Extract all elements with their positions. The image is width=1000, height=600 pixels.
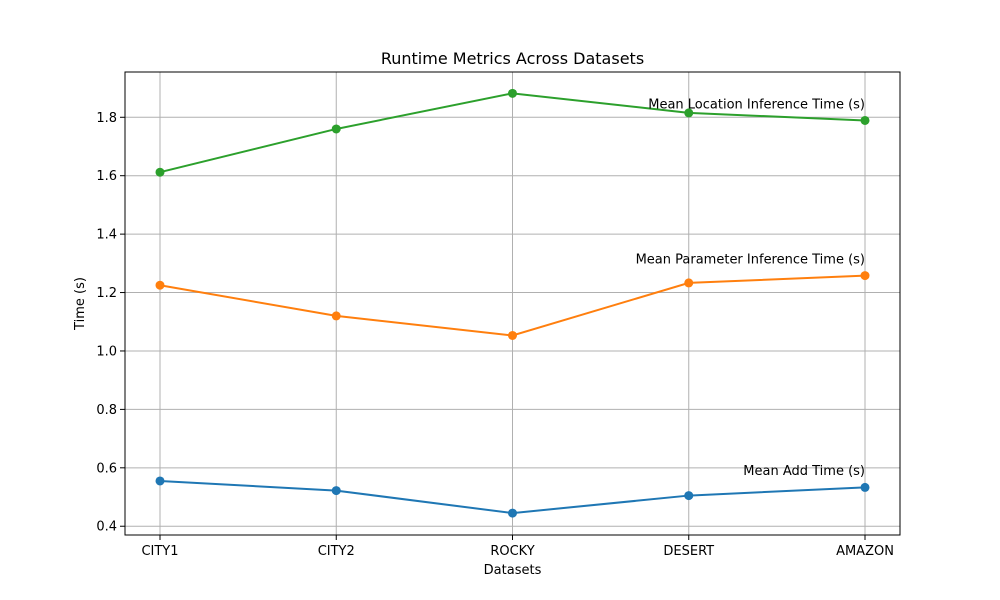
ticks-layer: CITY1 CITY2 ROCKY DESERT AMAZON 0.4 0.6 0.8 1.0 1…	[96, 111, 894, 559]
data-point	[155, 167, 165, 177]
data-point	[860, 271, 870, 281]
data-point	[508, 88, 517, 98]
x-tick-label: DESERT	[663, 544, 714, 559]
series-layer	[155, 88, 870, 518]
series-1	[155, 271, 870, 340]
data-point	[860, 482, 870, 492]
annotation-layer: Mean Location Inference Time (s) Mean Par…	[636, 98, 865, 480]
y-tick-label: 1.4	[96, 228, 117, 243]
x-axis-label: Datasets	[484, 563, 542, 578]
y-tick-label: 1.6	[96, 169, 117, 184]
data-point	[155, 280, 165, 290]
data-point	[331, 486, 341, 496]
series-annotation: Mean Add Time (s)	[743, 464, 865, 479]
data-point	[508, 508, 517, 518]
series-2	[155, 88, 870, 177]
series-annotation: Mean Location Inference Time (s)	[648, 98, 865, 113]
y-tick-label: 0.4	[96, 520, 117, 535]
x-tick-label: AMAZON	[836, 544, 894, 559]
y-tick-label: 0.8	[96, 403, 117, 418]
data-point	[684, 108, 694, 118]
data-point	[155, 476, 165, 486]
data-point	[684, 491, 694, 501]
y-axis-label: Time (s)	[73, 277, 88, 331]
data-point	[684, 278, 694, 288]
data-point	[508, 330, 517, 340]
y-tick-label: 1.8	[96, 111, 117, 126]
data-point	[331, 124, 341, 134]
y-tick-label: 1.0	[96, 344, 117, 359]
x-tick-label: ROCKY	[490, 544, 534, 559]
series-annotation: Mean Parameter Inference Time (s)	[636, 252, 865, 267]
x-tick-label: CITY1	[141, 544, 178, 559]
data-point	[331, 311, 341, 321]
series-0	[155, 476, 870, 518]
data-point	[860, 115, 870, 125]
y-tick-label: 1.2	[96, 286, 117, 301]
y-tick-label: 0.6	[96, 461, 117, 476]
chart-title: Runtime Metrics Across Datasets	[381, 49, 644, 68]
x-tick-label: CITY2	[318, 544, 355, 559]
